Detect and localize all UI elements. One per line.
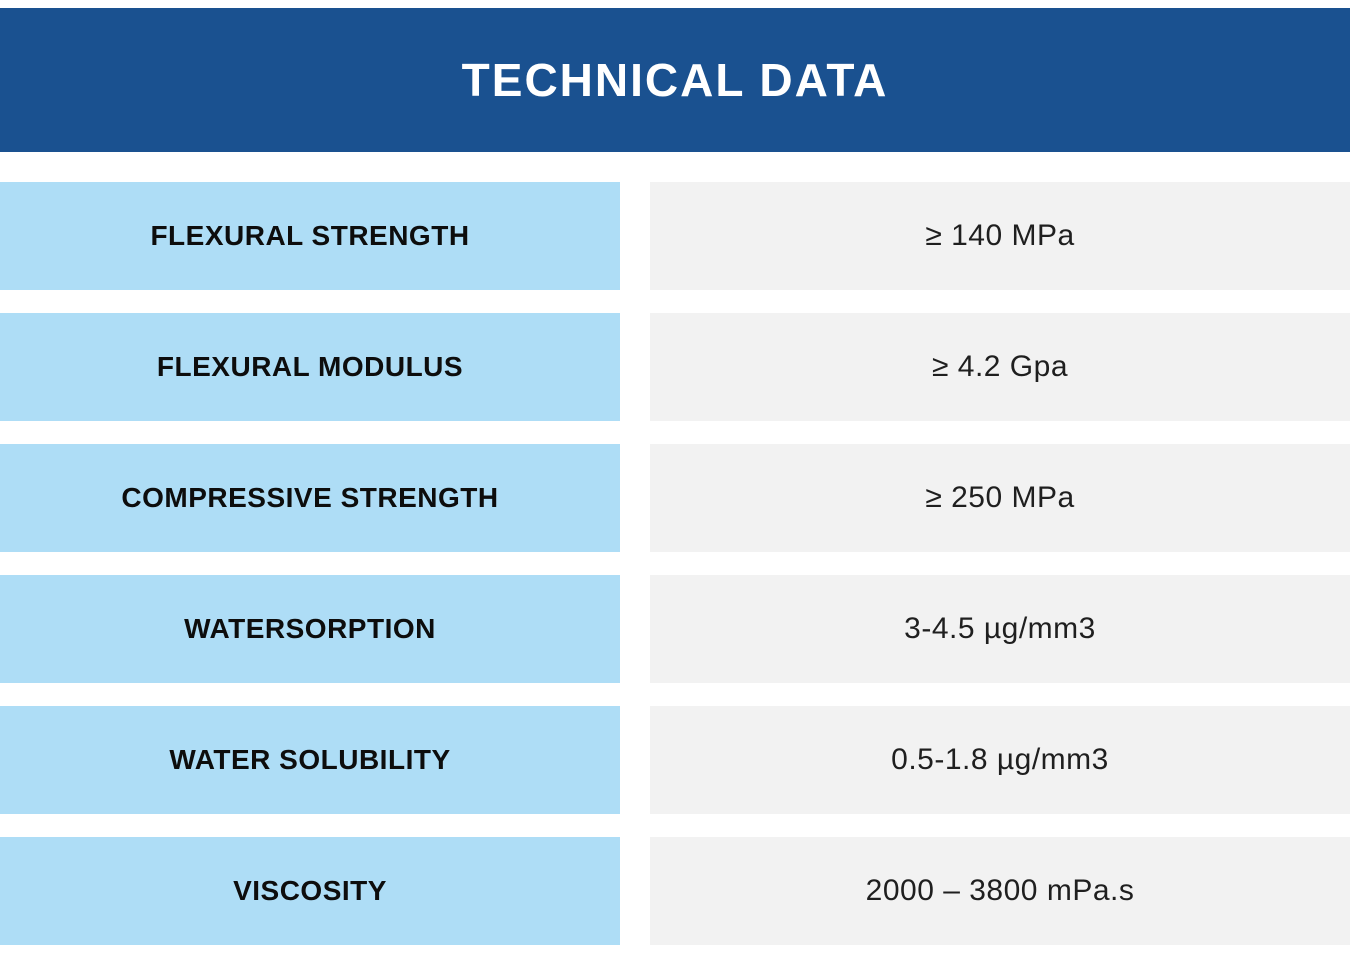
row-label-cell: FLEXURAL STRENGTH	[0, 182, 620, 290]
column-gap	[620, 444, 650, 552]
table-row-flexural-strength: FLEXURAL STRENGTH ≥ 140 MPa	[0, 182, 1350, 290]
column-gap	[620, 837, 650, 945]
row-value-cell: ≥ 4.2 Gpa	[650, 313, 1350, 421]
row-value: 0.5-1.8 µg/mm3	[891, 743, 1109, 776]
row-value: ≥ 250 MPa	[925, 481, 1075, 514]
row-value-cell: ≥ 140 MPa	[650, 182, 1350, 290]
row-label: FLEXURAL MODULUS	[156, 351, 464, 382]
row-label: COMPRESSIVE STRENGTH	[121, 482, 499, 513]
row-label-cell: WATERSORPTION	[0, 575, 620, 683]
row-label: WATERSORPTION	[184, 613, 436, 644]
row-label: VISCOSITY	[233, 875, 387, 906]
row-value-cell: 2000 – 3800 mPa.s	[650, 837, 1350, 945]
row-value-cell: 0.5-1.8 µg/mm3	[650, 706, 1350, 814]
row-value: 3-4.5 µg/mm3	[904, 612, 1096, 645]
column-gap	[620, 706, 650, 814]
table-row-watersorption: WATERSORPTION 3-4.5 µg/mm3	[0, 575, 1350, 683]
row-label: WATER SOLUBILITY	[169, 744, 451, 775]
spec-table: FLEXURAL STRENGTH ≥ 140 MPa FLEXURAL MOD…	[0, 182, 1350, 945]
column-gap	[620, 313, 650, 421]
row-value: ≥ 4.2 Gpa	[931, 350, 1069, 383]
row-value: 2000 – 3800 mPa.s	[865, 874, 1135, 907]
row-value: ≥ 140 MPa	[925, 219, 1075, 252]
column-gap	[620, 182, 650, 290]
row-label-cell: COMPRESSIVE STRENGTH	[0, 444, 620, 552]
row-label-cell: FLEXURAL MODULUS	[0, 313, 620, 421]
row-label-cell: VISCOSITY	[0, 837, 620, 945]
table-row-compressive-strength: COMPRESSIVE STRENGTH ≥ 250 MPa	[0, 444, 1350, 552]
header-banner: TECHNICAL DATA	[0, 8, 1350, 152]
table-row-viscosity: VISCOSITY 2000 – 3800 mPa.s	[0, 837, 1350, 945]
row-value-cell: 3-4.5 µg/mm3	[650, 575, 1350, 683]
column-gap	[620, 575, 650, 683]
row-value-cell: ≥ 250 MPa	[650, 444, 1350, 552]
row-label-cell: WATER SOLUBILITY	[0, 706, 620, 814]
row-label: FLEXURAL STRENGTH	[150, 220, 470, 251]
page-title: TECHNICAL DATA	[461, 54, 889, 106]
table-row-water-solubility: WATER SOLUBILITY 0.5-1.8 µg/mm3	[0, 706, 1350, 814]
table-row-flexural-modulus: FLEXURAL MODULUS ≥ 4.2 Gpa	[0, 313, 1350, 421]
